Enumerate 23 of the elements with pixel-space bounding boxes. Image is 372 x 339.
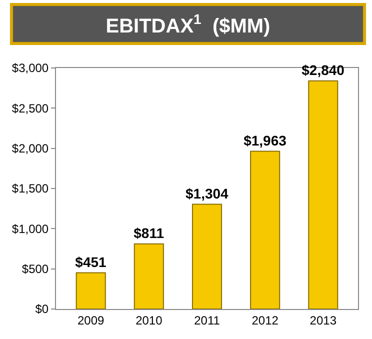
x-tick-label: 2011 bbox=[194, 313, 220, 328]
data-label: $1,963 bbox=[244, 132, 287, 148]
bar bbox=[308, 80, 338, 309]
chart-title: EBITDAX$^{1}$ ($MM) bbox=[106, 11, 270, 38]
bar bbox=[192, 204, 222, 309]
bar bbox=[134, 243, 164, 309]
x-tick-label: 2013 bbox=[310, 313, 337, 328]
x-tick-label: 2010 bbox=[136, 313, 163, 328]
y-tick-label: $2,000 bbox=[12, 142, 49, 156]
y-tick-label: $0 bbox=[35, 302, 49, 316]
y-tick-label: $3,000 bbox=[12, 61, 49, 76]
bar bbox=[250, 150, 280, 309]
data-label: $2,840 bbox=[302, 62, 345, 78]
y-tick-label: $1,500 bbox=[12, 182, 49, 196]
x-tick-label: 2012 bbox=[252, 313, 279, 328]
data-label: $451 bbox=[75, 254, 107, 270]
bar bbox=[76, 272, 106, 309]
data-label: $811 bbox=[134, 224, 164, 241]
data-label: $1,304 bbox=[185, 185, 229, 202]
y-tick-label: $500 bbox=[22, 262, 49, 276]
y-tick-label: $1,000 bbox=[12, 222, 49, 236]
x-tick-label: 2009 bbox=[78, 313, 105, 328]
y-tick-label: $2,500 bbox=[12, 101, 49, 116]
